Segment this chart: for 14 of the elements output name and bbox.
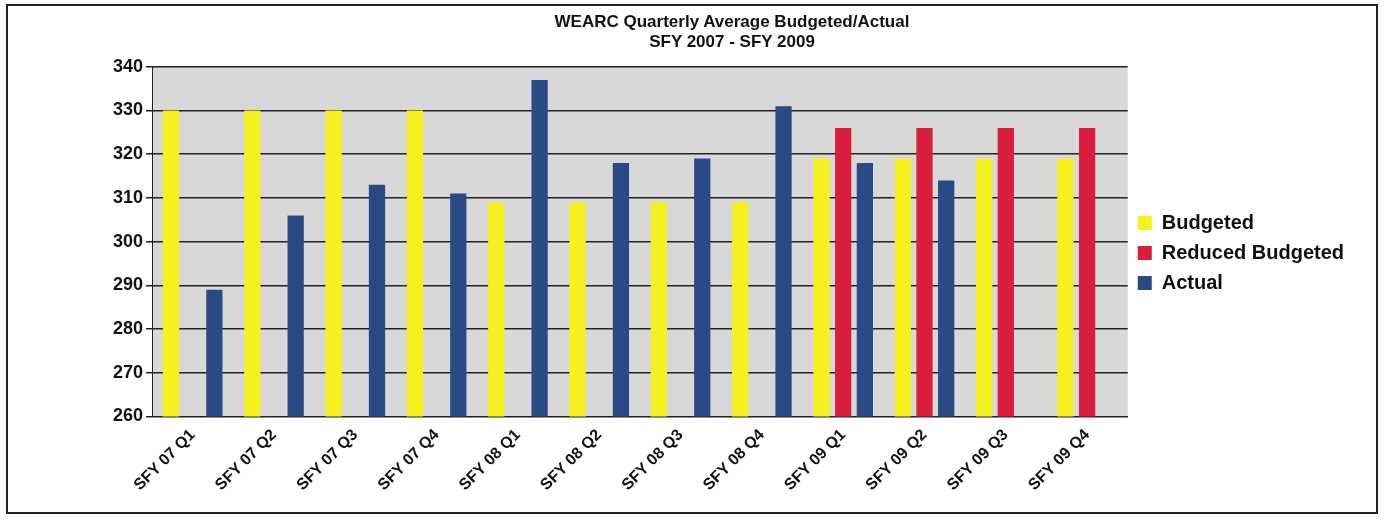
y-tick-label: 320 [112,143,144,164]
y-tick-label: 330 [112,99,144,120]
y-tick-label: 260 [112,405,144,426]
legend-label: Actual [1161,270,1223,293]
legend-label: Reduced Budgeted [1161,240,1345,263]
y-tick-label: 280 [112,318,144,339]
y-tick-label: 290 [112,274,144,295]
y-tick-label: 270 [112,361,144,382]
legend-label: Budgeted [1161,210,1254,233]
y-tick-label: 310 [112,186,144,207]
chart-subtitle: SFY 2007 - SFY 2009 [649,32,815,52]
y-tick-label: 340 [112,55,144,76]
y-tick-label: 300 [112,230,144,251]
chart-title: WEARC Quarterly Average Budgeted/Actual [554,11,910,31]
